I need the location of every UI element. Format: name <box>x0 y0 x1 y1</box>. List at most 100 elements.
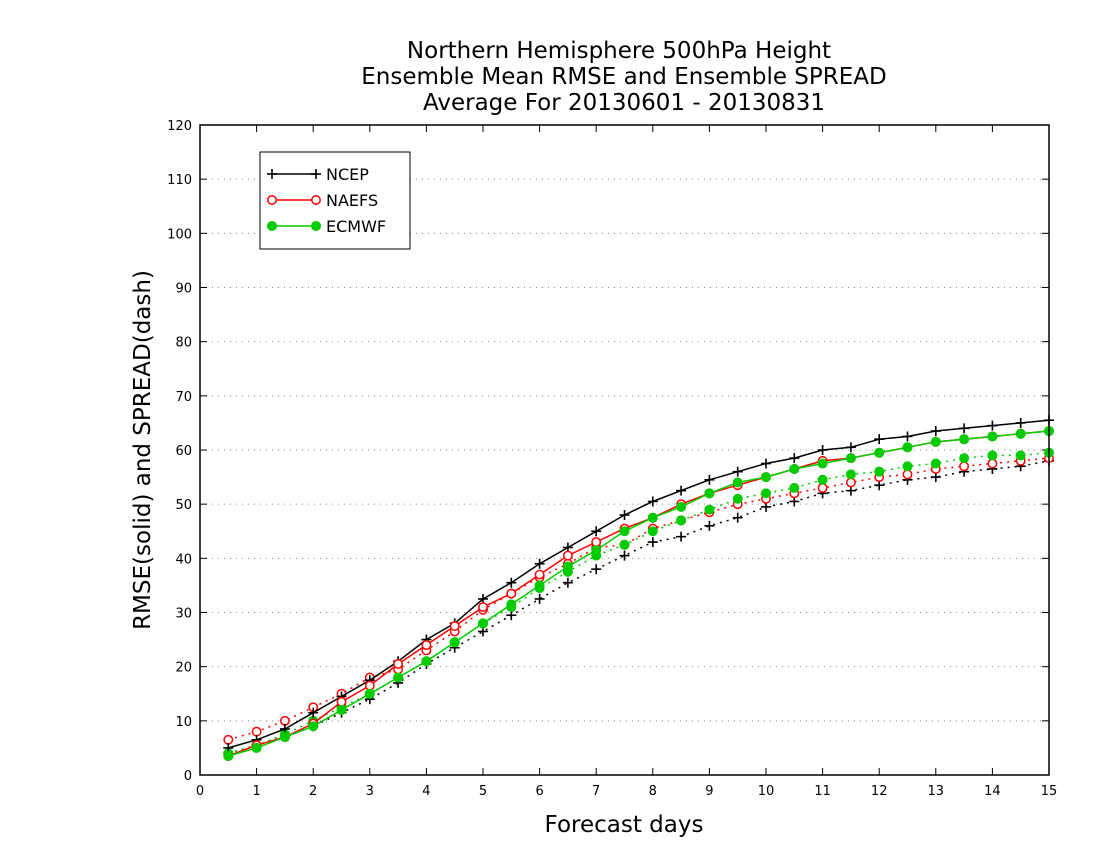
data-point-ncep-spread <box>591 564 602 575</box>
data-point-ecmwf-rmse <box>789 463 800 474</box>
data-point-naefs-rmse <box>506 588 517 599</box>
data-point-ncep-rmse <box>987 420 998 431</box>
data-point-ecmwf-spread <box>676 515 687 526</box>
data-point-ecmwf-rmse <box>647 512 658 523</box>
y-tick-label: 50 <box>175 498 192 513</box>
data-point-ecmwf-rmse <box>845 453 856 464</box>
legend-marker <box>267 195 277 205</box>
legend-marker <box>311 195 321 205</box>
x-tick-label: 4 <box>422 784 430 799</box>
data-point-ecmwf-rmse <box>421 656 432 667</box>
y-tick-label: 120 <box>167 119 192 134</box>
data-point-ncep-rmse <box>619 510 630 520</box>
data-point-ecmwf-rmse <box>534 580 545 591</box>
series-naefs-spread <box>223 453 1054 745</box>
y-tick-label: 100 <box>167 227 192 242</box>
legend-entry-ncep: NCEP <box>267 165 369 184</box>
data-point-naefs-rmse <box>562 550 573 561</box>
data-point-ncep-rmse <box>704 474 715 485</box>
legend-label: NCEP <box>326 165 369 184</box>
data-point-ecmwf-rmse <box>449 637 460 648</box>
data-point-naefs-spread <box>223 734 234 745</box>
legend-marker <box>311 169 321 179</box>
legend-marker <box>267 221 277 231</box>
data-point-ecmwf-spread <box>732 493 743 504</box>
x-tick-label: 8 <box>649 784 657 799</box>
y-tick-label: 70 <box>175 390 192 405</box>
data-point-ecmwf-spread <box>704 504 715 515</box>
x-tick-label: 0 <box>196 784 204 799</box>
data-point-ncep-rmse <box>534 558 545 569</box>
y-tick-label: 90 <box>175 282 192 297</box>
data-point-ecmwf-rmse <box>591 545 602 556</box>
x-tick-label: 7 <box>592 784 600 799</box>
legend-marker <box>267 169 277 179</box>
data-point-ecmwf-rmse <box>704 488 715 499</box>
x-tick-label: 6 <box>535 784 543 799</box>
data-point-ecmwf-rmse <box>478 618 488 629</box>
data-point-ecmwf-rmse <box>336 705 347 715</box>
data-point-ncep-rmse <box>817 445 828 455</box>
data-point-ncep-rmse <box>591 526 602 537</box>
x-tick-label: 13 <box>928 784 945 799</box>
y-tick-label: 60 <box>175 444 192 459</box>
data-point-naefs-spread <box>279 715 290 726</box>
data-point-ncep-rmse <box>845 442 856 453</box>
data-point-ecmwf-spread <box>1015 450 1026 461</box>
legend-marker <box>311 221 321 231</box>
data-point-naefs-spread <box>251 726 262 737</box>
data-point-ncep-spread <box>732 512 743 523</box>
x-axis-label: Forecast days <box>545 812 704 838</box>
data-point-naefs-rmse <box>534 569 545 580</box>
data-point-ecmwf-rmse <box>308 721 319 732</box>
data-point-ecmwf-rmse <box>364 688 375 699</box>
legend: NCEP NAEFS ECMWF <box>259 151 411 250</box>
data-point-ncep-spread <box>704 520 715 531</box>
x-tick-label: 10 <box>758 784 775 799</box>
data-point-ecmwf-rmse <box>619 526 630 537</box>
y-tick-label: 110 <box>167 173 192 188</box>
series-ecmwf-rmse <box>223 426 1054 762</box>
series-line-naefs-rmse <box>228 430 1050 757</box>
data-point-ecmwf-rmse <box>987 431 998 442</box>
series-line-naefs-spread <box>228 457 1050 741</box>
data-point-ecmwf-spread <box>959 453 970 464</box>
series-ncep-spread <box>223 455 1054 759</box>
data-point-ecmwf-spread <box>874 466 885 477</box>
data-point-ecmwf-spread <box>619 539 630 550</box>
data-point-ecmwf-spread <box>817 474 828 485</box>
data-point-ecmwf-rmse <box>732 477 743 488</box>
data-point-naefs-rmse <box>591 537 602 548</box>
plot-frame <box>199 124 1050 776</box>
data-point-ecmwf-spread <box>647 526 658 537</box>
series-line-ncep-spread <box>228 460 1050 755</box>
data-point-ecmwf-spread <box>789 482 800 493</box>
data-point-naefs-spread <box>959 461 970 472</box>
y-tick-label: 40 <box>175 552 192 567</box>
legend-label: NAEFS <box>326 191 378 210</box>
x-tick-label: 15 <box>1041 784 1058 799</box>
data-point-ecmwf-rmse <box>251 742 262 753</box>
chart-title-line-3: Average For 20130601 - 20130831 <box>423 90 825 116</box>
chart-title-line-1: Northern Hemisphere 500hPa Height <box>407 38 831 64</box>
data-point-ecmwf-rmse <box>506 599 517 610</box>
data-point-naefs-spread <box>902 469 913 480</box>
data-point-ncep-spread <box>534 593 545 604</box>
data-point-ecmwf-rmse <box>874 447 885 458</box>
data-point-ecmwf-rmse <box>761 472 771 483</box>
data-point-naefs-rmse <box>336 696 347 707</box>
data-point-ecmwf-rmse <box>1015 428 1026 439</box>
data-point-ncep-rmse <box>506 577 517 588</box>
x-tick-label: 3 <box>366 784 374 799</box>
x-tick-label: 12 <box>871 784 888 799</box>
data-point-ncep-rmse <box>959 423 970 434</box>
x-tick-label: 2 <box>309 784 317 799</box>
data-point-ncep-spread <box>619 550 630 561</box>
data-point-ncep-rmse <box>676 485 687 496</box>
series-line-ecmwf-spread <box>228 451 1050 755</box>
grid <box>200 178 1049 722</box>
data-point-naefs-spread <box>817 482 828 493</box>
series-naefs-rmse <box>223 426 1054 761</box>
